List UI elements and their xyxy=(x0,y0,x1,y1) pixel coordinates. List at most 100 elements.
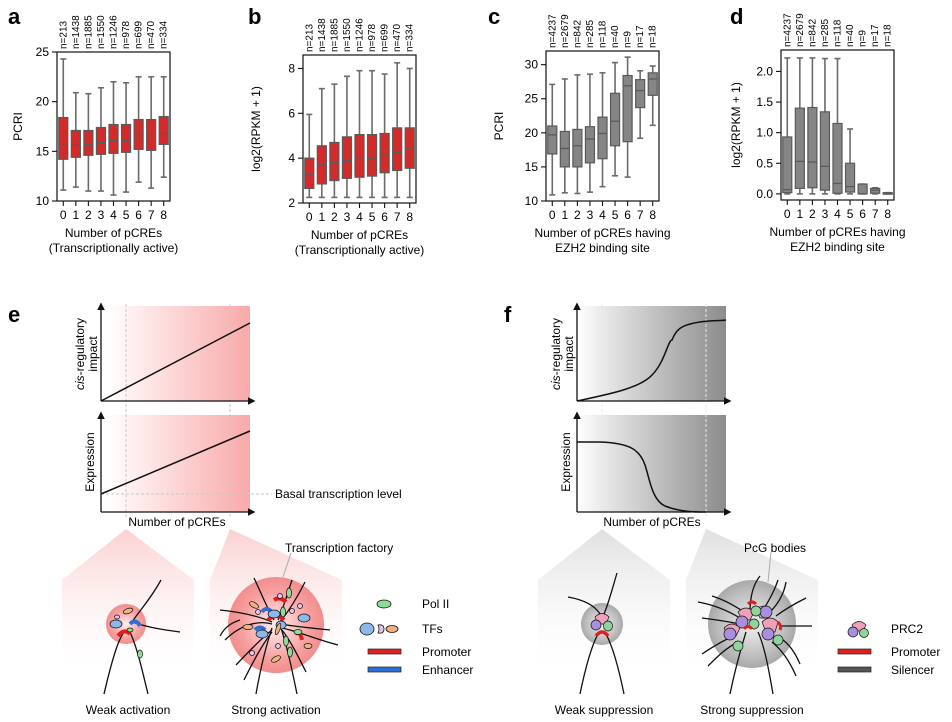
n-label-d: n=17 xyxy=(870,24,881,47)
box-b-6 xyxy=(379,73,390,199)
x-tick-label-a: 1 xyxy=(72,208,79,222)
n-label-c: n=285 xyxy=(585,19,596,48)
n-label-b: n=470 xyxy=(392,23,403,52)
n-label-d: n=4237 xyxy=(782,13,793,47)
box-iqr xyxy=(547,125,558,155)
n-label-d: n=118 xyxy=(833,19,844,47)
x-tick-label-d: 7 xyxy=(872,207,879,221)
box-d-0 xyxy=(782,57,793,195)
panel-f-plots: cis-regulatory impact Expression Number … xyxy=(549,302,732,529)
weak-promoter xyxy=(116,629,132,638)
legend-f-prc2: PRC2 xyxy=(891,622,923,636)
box-b-1 xyxy=(316,87,327,199)
x-tick-label-a: 3 xyxy=(98,208,105,222)
y-tick-label-b: 4 xyxy=(288,151,295,165)
x-tick-label-a: 7 xyxy=(148,208,155,222)
x-tick-label-d: 4 xyxy=(834,207,841,221)
n-label-c: n=118 xyxy=(598,20,609,48)
box-iqr xyxy=(597,116,608,160)
box-iqr xyxy=(647,72,658,96)
box-c-0 xyxy=(547,83,558,196)
prc2-cluster xyxy=(723,600,784,652)
box-iqr xyxy=(329,141,340,182)
weak-zoom-wedge xyxy=(62,529,194,668)
y-tick-label-d: 2.0 xyxy=(756,64,773,78)
box-a-2 xyxy=(83,92,94,192)
boxplot-b: 2 4 6 8 log2(RPKM + 1) 0 n=213 1 n=1438 2 n=1885 3 n… xyxy=(249,18,424,257)
y-tick-label-a: 25 xyxy=(36,45,50,59)
box-d-2 xyxy=(807,57,818,195)
legend-e-tfs: TFs xyxy=(422,622,443,636)
y-tick-label-d: 0.0 xyxy=(756,187,773,201)
box-a-1 xyxy=(70,91,81,188)
n-label-c: n=17 xyxy=(635,25,646,48)
x-tick-label-a: 0 xyxy=(60,208,67,222)
x-tick-label-a: 5 xyxy=(123,208,130,222)
box-iqr xyxy=(158,115,169,145)
box-c-4 xyxy=(597,72,608,188)
y-tick-label-c: 20 xyxy=(525,126,539,140)
box-a-3 xyxy=(95,86,107,192)
x-tick-label-d: 6 xyxy=(859,207,866,221)
n-label-c: n=18 xyxy=(648,25,659,48)
box-a-7 xyxy=(146,76,157,189)
n-label-b: n=978 xyxy=(367,23,378,52)
weak-suppression-wedge xyxy=(538,529,670,668)
x-tick-label-a: 6 xyxy=(135,208,142,222)
y-tick-label-d: 1.5 xyxy=(756,95,773,109)
x-axis-label-2-c: EZH2 binding site xyxy=(555,241,650,255)
box-iqr xyxy=(572,128,583,168)
n-label-b: n=1885 xyxy=(329,18,340,52)
x-axis-label-2-b: (Transcriptionally active) xyxy=(295,243,425,257)
x-tick-label-c: 1 xyxy=(561,208,568,222)
box-iqr xyxy=(133,118,144,150)
promoter-icon-f xyxy=(837,648,872,655)
x-tick-label-c: 7 xyxy=(637,208,644,222)
n-label-b: n=1246 xyxy=(355,18,366,52)
legend-e-enhancer: Enhancer xyxy=(422,663,473,677)
n-label-a: n=1246 xyxy=(109,15,120,49)
enhancer-icon xyxy=(367,666,402,673)
box-iqr xyxy=(857,183,868,195)
n-label-c: n=4237 xyxy=(547,14,558,48)
y-axis-label-d: log2(RPKM + 1) xyxy=(729,82,743,168)
callout-pcg-bodies: PcG bodies xyxy=(744,541,806,555)
boxplot-d: 0.0 0.5 1.0 1.5 2.0 log2(RPKM + 1) 0 n=4237 1 n=2… xyxy=(729,13,906,254)
box-c-2 xyxy=(572,74,583,195)
factory-callout-line xyxy=(282,552,292,578)
x-tick-label-c: 4 xyxy=(599,208,606,222)
e-top-curve xyxy=(100,322,251,402)
x-tick-label-b: 5 xyxy=(369,210,376,224)
y-tick-label-a: 20 xyxy=(36,95,50,109)
x-tick-label-d: 3 xyxy=(822,207,829,221)
y-tick-label-c: 25 xyxy=(525,92,539,106)
suppression-cartoon: PcG bodies Weak suppression Strong suppr… xyxy=(538,529,940,717)
f-top-ylabel: cis-regulatory xyxy=(549,318,563,390)
f-bottom-curve xyxy=(577,441,707,513)
box-d-6 xyxy=(857,183,868,195)
n-label-c: n=2679 xyxy=(560,14,571,48)
box-a-0 xyxy=(58,58,69,191)
box-iqr xyxy=(83,129,94,156)
box-iqr xyxy=(794,107,805,189)
box-iqr xyxy=(635,79,646,109)
panel-e-plots: cis-regulatory impact Expression Basal t… xyxy=(73,302,402,529)
box-a-5 xyxy=(120,81,132,193)
e-xlabel: Number of pCREs xyxy=(128,515,225,529)
box-d-7 xyxy=(870,186,881,195)
box-iqr xyxy=(304,157,315,190)
y-tick-label-d: 0.5 xyxy=(756,156,773,170)
x-tick-label-b: 3 xyxy=(344,210,351,224)
box-iqr xyxy=(844,162,856,193)
n-label-a: n=1885 xyxy=(83,15,94,49)
x-tick-label-b: 6 xyxy=(381,210,388,224)
x-tick-label-c: 8 xyxy=(649,208,656,222)
n-label-a: n=1550 xyxy=(96,15,107,49)
n-label-d: n=9 xyxy=(858,30,869,47)
box-iqr xyxy=(807,106,818,189)
box-d-3 xyxy=(819,57,831,195)
caption-weak-suppression: Weak suppression xyxy=(555,703,654,717)
e-bottom-ylabel: Expression xyxy=(83,432,97,491)
f-xlabel: Number of pCREs xyxy=(603,515,700,529)
y-tick-label-c: 15 xyxy=(525,160,539,174)
